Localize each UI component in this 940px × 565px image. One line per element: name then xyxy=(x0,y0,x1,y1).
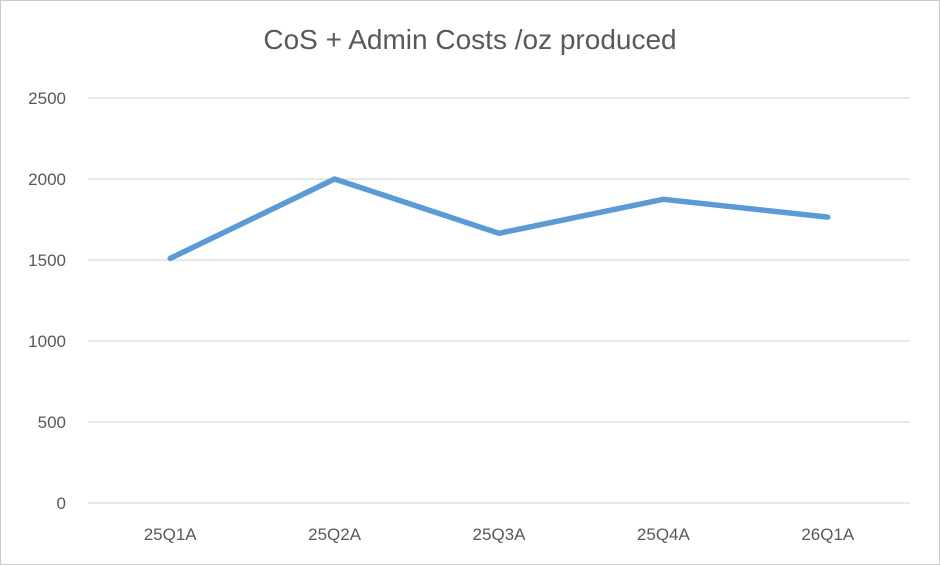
x-axis-tick-labels: 25Q1A 25Q2A 25Q3A 25Q4A 26Q1A xyxy=(144,525,855,544)
y-tick-label: 500 xyxy=(38,413,66,432)
x-tick-label: 26Q1A xyxy=(801,525,855,544)
chart-title: CoS + Admin Costs /oz produced xyxy=(263,24,677,55)
x-tick-label: 25Q2A xyxy=(308,525,362,544)
series-line xyxy=(167,176,831,262)
x-tick-label: 25Q3A xyxy=(473,525,527,544)
y-tick-label: 1500 xyxy=(28,251,66,270)
y-axis-tick-labels: 0 500 1000 1500 2000 2500 xyxy=(28,89,66,513)
y-tick-label: 2000 xyxy=(28,170,66,189)
x-tick-label: 25Q4A xyxy=(637,525,691,544)
y-tick-label: 2500 xyxy=(28,89,66,108)
x-tick-label: 25Q1A xyxy=(144,525,198,544)
y-tick-label: 1000 xyxy=(28,332,66,351)
series-line-group xyxy=(167,176,831,262)
gridlines xyxy=(88,97,910,504)
y-tick-label: 0 xyxy=(57,494,66,513)
